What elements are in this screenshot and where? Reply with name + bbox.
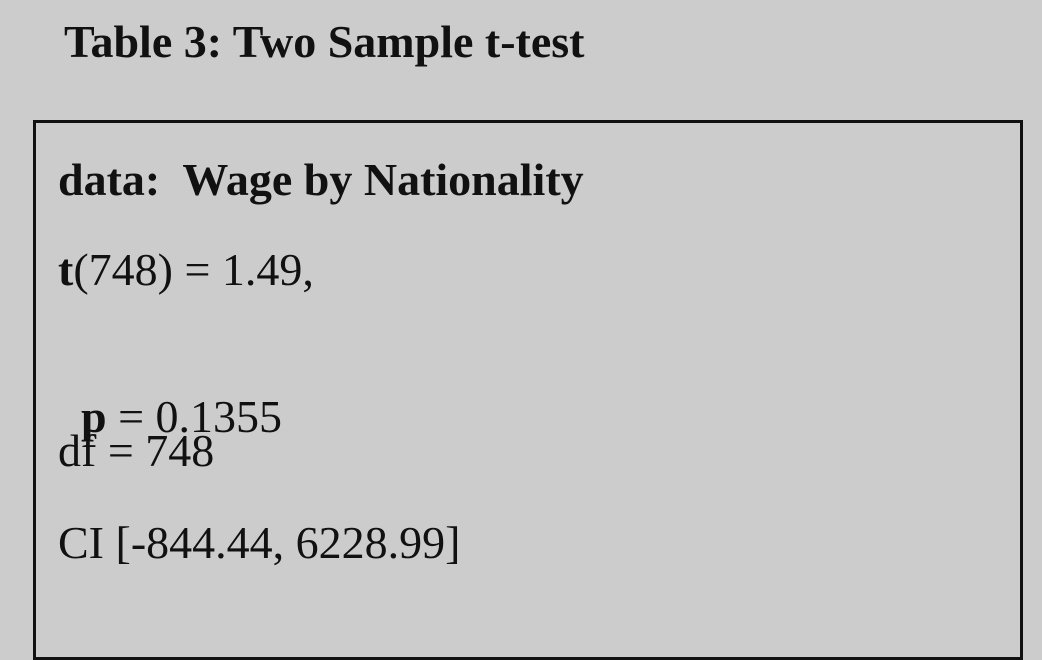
p-value: = 0.1355 <box>106 391 283 442</box>
table-title: Table 3: Two Sample t-test <box>64 16 585 67</box>
df-line: df = 748 <box>58 425 215 476</box>
t-statistic-line: t(748) = 1.49, <box>58 242 314 298</box>
p-symbol: p <box>81 391 107 442</box>
ci-line: CI [-844.44, 6228.99] <box>58 517 461 568</box>
t-value: (748) = 1.49, <box>73 244 314 295</box>
p-value-line: p = 0.1355 <box>58 333 282 445</box>
data-line: data: Wage by Nationality <box>58 154 584 205</box>
t-symbol: t <box>58 244 74 295</box>
